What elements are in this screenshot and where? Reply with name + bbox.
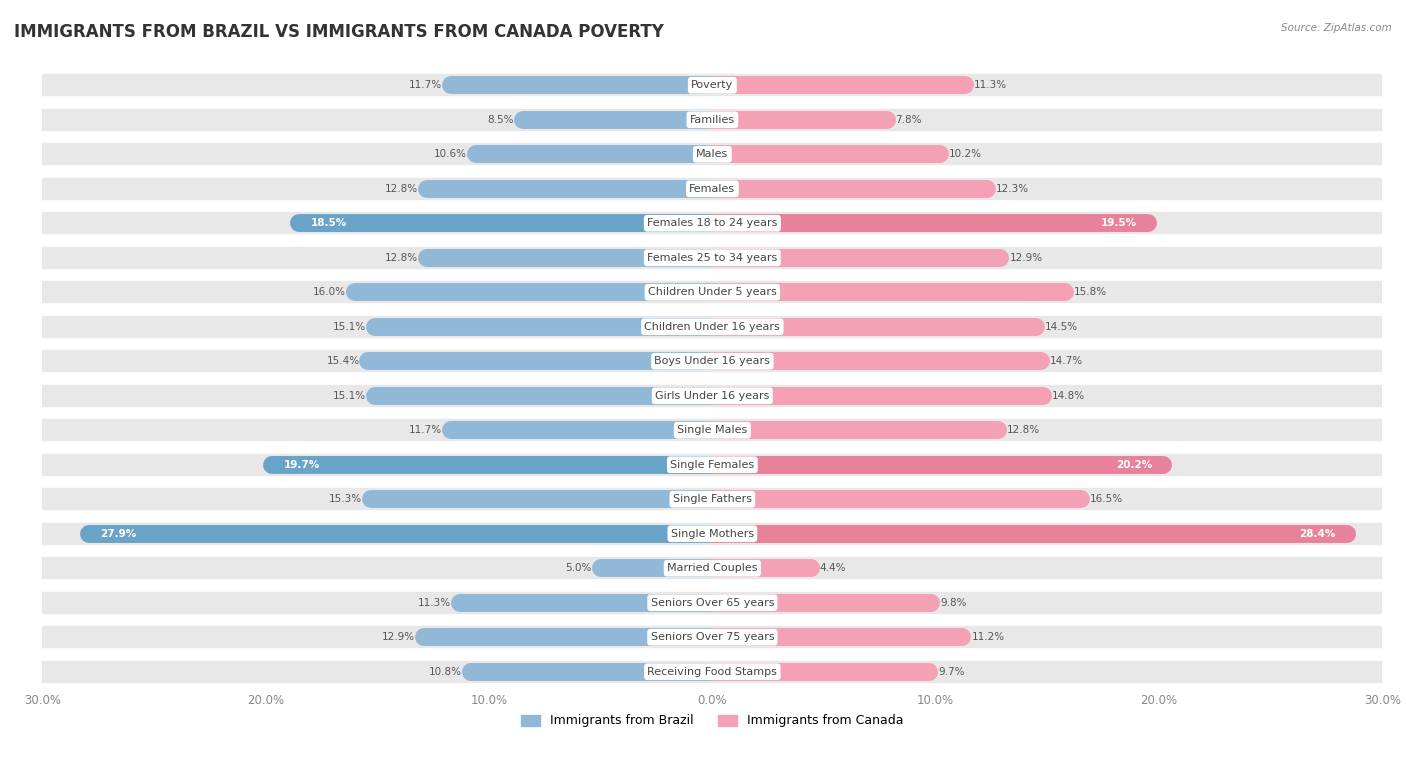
Text: Girls Under 16 years: Girls Under 16 years	[655, 391, 769, 401]
Text: 12.8%: 12.8%	[1007, 425, 1040, 435]
Text: 15.1%: 15.1%	[333, 321, 366, 332]
Text: Single Males: Single Males	[678, 425, 748, 435]
Text: 11.3%: 11.3%	[973, 80, 1007, 90]
Text: Married Couples: Married Couples	[666, 563, 758, 573]
Text: 15.8%: 15.8%	[1074, 287, 1108, 297]
Text: Children Under 16 years: Children Under 16 years	[644, 321, 780, 332]
Text: 14.7%: 14.7%	[1049, 356, 1083, 366]
Text: Females 25 to 34 years: Females 25 to 34 years	[647, 252, 778, 263]
Text: 19.5%: 19.5%	[1101, 218, 1136, 228]
Text: 10.2%: 10.2%	[949, 149, 981, 159]
Text: 14.8%: 14.8%	[1052, 391, 1085, 401]
Text: IMMIGRANTS FROM BRAZIL VS IMMIGRANTS FROM CANADA POVERTY: IMMIGRANTS FROM BRAZIL VS IMMIGRANTS FRO…	[14, 23, 664, 41]
Text: Single Mothers: Single Mothers	[671, 529, 754, 539]
Text: 15.1%: 15.1%	[333, 391, 366, 401]
Text: 10.8%: 10.8%	[429, 667, 463, 677]
Text: 12.9%: 12.9%	[382, 632, 415, 642]
Text: 18.5%: 18.5%	[311, 218, 347, 228]
Text: 27.9%: 27.9%	[101, 529, 136, 539]
Text: 11.7%: 11.7%	[409, 425, 441, 435]
Text: Boys Under 16 years: Boys Under 16 years	[654, 356, 770, 366]
Text: 12.8%: 12.8%	[384, 183, 418, 194]
Text: 12.9%: 12.9%	[1010, 252, 1042, 263]
Text: 7.8%: 7.8%	[896, 114, 922, 125]
Text: 11.7%: 11.7%	[409, 80, 441, 90]
Text: 10.6%: 10.6%	[433, 149, 467, 159]
Text: Single Females: Single Females	[671, 460, 755, 470]
Text: Females: Females	[689, 183, 735, 194]
Text: 15.4%: 15.4%	[326, 356, 360, 366]
Text: 12.3%: 12.3%	[995, 183, 1029, 194]
Text: Single Fathers: Single Fathers	[673, 494, 752, 504]
Text: Children Under 5 years: Children Under 5 years	[648, 287, 776, 297]
Text: 20.2%: 20.2%	[1116, 460, 1153, 470]
Text: 9.8%: 9.8%	[941, 598, 966, 608]
Text: 11.2%: 11.2%	[972, 632, 1004, 642]
Text: 16.5%: 16.5%	[1090, 494, 1123, 504]
Text: 9.7%: 9.7%	[938, 667, 965, 677]
Legend: Immigrants from Brazil, Immigrants from Canada: Immigrants from Brazil, Immigrants from …	[516, 709, 908, 732]
Text: 5.0%: 5.0%	[565, 563, 592, 573]
Text: 19.7%: 19.7%	[284, 460, 321, 470]
Text: 12.8%: 12.8%	[384, 252, 418, 263]
Text: 15.3%: 15.3%	[329, 494, 361, 504]
Text: Seniors Over 75 years: Seniors Over 75 years	[651, 632, 775, 642]
Text: Seniors Over 65 years: Seniors Over 65 years	[651, 598, 775, 608]
Text: Poverty: Poverty	[692, 80, 734, 90]
Text: 16.0%: 16.0%	[314, 287, 346, 297]
Text: 8.5%: 8.5%	[486, 114, 513, 125]
Text: Receiving Food Stamps: Receiving Food Stamps	[647, 667, 778, 677]
Text: Males: Males	[696, 149, 728, 159]
Text: 4.4%: 4.4%	[820, 563, 846, 573]
Text: 28.4%: 28.4%	[1299, 529, 1336, 539]
Text: 14.5%: 14.5%	[1045, 321, 1078, 332]
Text: 11.3%: 11.3%	[418, 598, 451, 608]
Text: Source: ZipAtlas.com: Source: ZipAtlas.com	[1281, 23, 1392, 33]
Text: Females 18 to 24 years: Females 18 to 24 years	[647, 218, 778, 228]
Text: Families: Families	[690, 114, 735, 125]
